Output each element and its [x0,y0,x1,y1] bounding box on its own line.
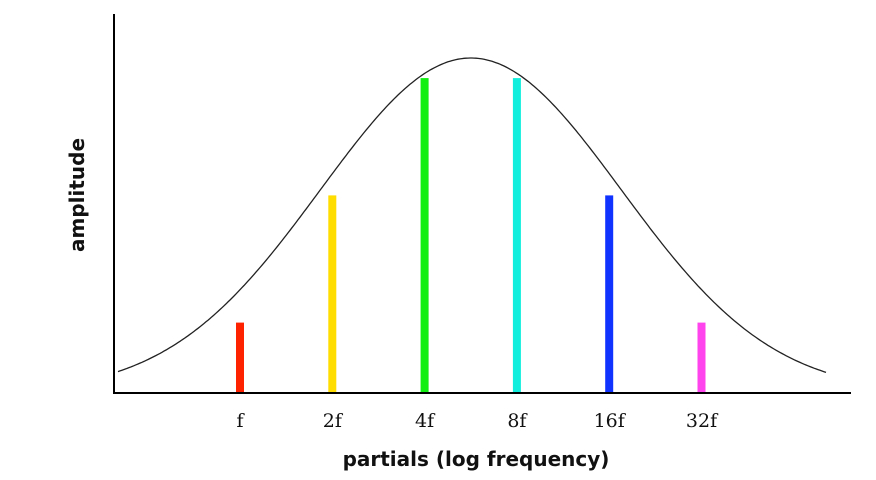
x-tick-label-32f: 32f [686,410,719,432]
x-tick-label-f: f [236,410,245,432]
bar-16f [605,195,614,393]
bar-f [236,322,244,393]
bar-4f [420,78,429,393]
x-tick-label-2f: 2f [323,410,344,432]
y-axis-label: amplitude [65,138,89,252]
x-tick-label-4f: 4f [415,410,436,432]
bar-8f [512,78,521,393]
x-axis-label: partials (log frequency) [343,447,610,471]
x-tick-label-16f: 16f [594,410,627,432]
envelope-curve [117,57,827,374]
bar-32f [697,322,706,393]
bar-2f [328,195,337,393]
x-tick-label-8f: 8f [507,410,528,432]
